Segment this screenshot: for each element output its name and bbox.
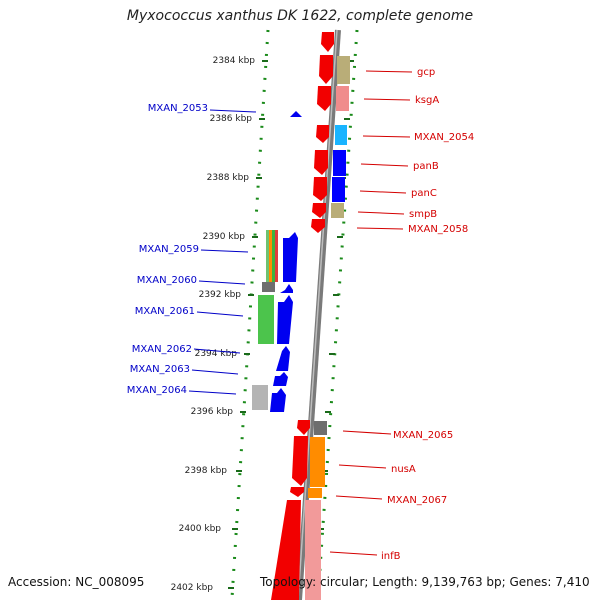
gene-bar [266, 230, 269, 282]
reverse-gene-bars [252, 230, 278, 410]
gene-label: MXAN_2061 [135, 306, 195, 317]
topology-label: Topology: circular; Length: 9,139,763 bp… [260, 575, 590, 589]
kbp-label: 2390 kbp [203, 232, 246, 242]
right-ruler [316, 29, 359, 599]
gene-bar [336, 86, 349, 111]
gene-label: MXAN_2059 [139, 244, 199, 255]
gene-bar [332, 177, 345, 202]
gene-bar [262, 282, 275, 292]
gene-bar [337, 56, 350, 84]
forward-label-leaders [329, 70, 413, 556]
kbp-label: 2392 kbp [199, 290, 242, 300]
gene-arrow [319, 55, 333, 84]
gene-label: MXAN_2063 [130, 364, 190, 375]
kbp-label: 2388 kbp [207, 173, 250, 183]
gene-bar [269, 230, 272, 282]
kbp-label: 2396 kbp [191, 407, 234, 417]
gene-arrow [280, 284, 293, 293]
gene-label: ksgA [415, 95, 439, 106]
kbp-label: 2384 kbp [213, 56, 256, 66]
gene-label: MXAN_2065 [393, 430, 453, 441]
kbp-label: 2394 kbp [195, 349, 238, 359]
gene-bar [310, 437, 325, 487]
forward-gene-bars [305, 56, 350, 600]
gene-bar [331, 203, 344, 218]
gene-bar [275, 230, 278, 282]
gene-arrow [314, 150, 328, 175]
forward-gene-arrows [271, 32, 334, 600]
reverse-gene-arrows [270, 111, 302, 412]
gene-bar [258, 295, 274, 344]
kbp-label: 2398 kbp [185, 466, 228, 476]
gene-bar [314, 421, 327, 435]
gene-arrow [277, 295, 293, 344]
kbp-label: 2402 kbp [171, 583, 214, 593]
gene-arrow [321, 32, 334, 52]
gene-bar [335, 125, 347, 145]
gene-arrow [311, 219, 325, 233]
gene-arrow [312, 203, 326, 218]
genome-backbone-highlight [297, 29, 338, 600]
gene-arrow [297, 420, 310, 435]
gene-label: MXAN_2058 [408, 224, 468, 235]
gene-arrow [292, 436, 308, 486]
gene-arrow [276, 346, 290, 371]
accession-label: Accession: NC_008095 [8, 575, 145, 589]
gene-label: gcp [417, 67, 435, 78]
gene-label: MXAN_2053 [148, 103, 208, 114]
gene-arrow [290, 111, 302, 117]
gene-label: infB [381, 551, 401, 562]
gene-arrow [316, 125, 329, 143]
gene-arrow [271, 500, 301, 600]
gene-arrow [317, 86, 331, 111]
gene-arrow [283, 232, 298, 282]
map-title: Myxococcus xanthus DK 1622, complete gen… [126, 8, 474, 24]
gene-bar [272, 230, 275, 282]
gene-label: MXAN_2067 [387, 495, 447, 506]
reverse-label-leaders [188, 109, 257, 395]
gene-bar [308, 488, 322, 498]
gene-label: panB [413, 161, 439, 172]
gene-arrow [270, 388, 286, 412]
gene-bar [252, 385, 268, 410]
gene-label: MXAN_2064 [127, 385, 187, 396]
kbp-label: 2400 kbp [179, 524, 222, 534]
gene-label: MXAN_2054 [414, 132, 474, 143]
gene-label: MXAN_2060 [137, 275, 197, 286]
gene-bar [333, 150, 346, 176]
gene-arrow [313, 177, 327, 201]
gene-label: nusA [391, 464, 416, 475]
kbp-label: 2386 kbp [210, 114, 253, 124]
gene-arrow [290, 487, 304, 497]
gene-label: panC [411, 188, 437, 199]
gene-label: MXAN_2062 [132, 344, 192, 355]
gene-arrow [273, 372, 288, 386]
gene-label: smpB [409, 209, 437, 220]
gene-bar [305, 500, 321, 600]
gene-arrow [277, 596, 291, 600]
